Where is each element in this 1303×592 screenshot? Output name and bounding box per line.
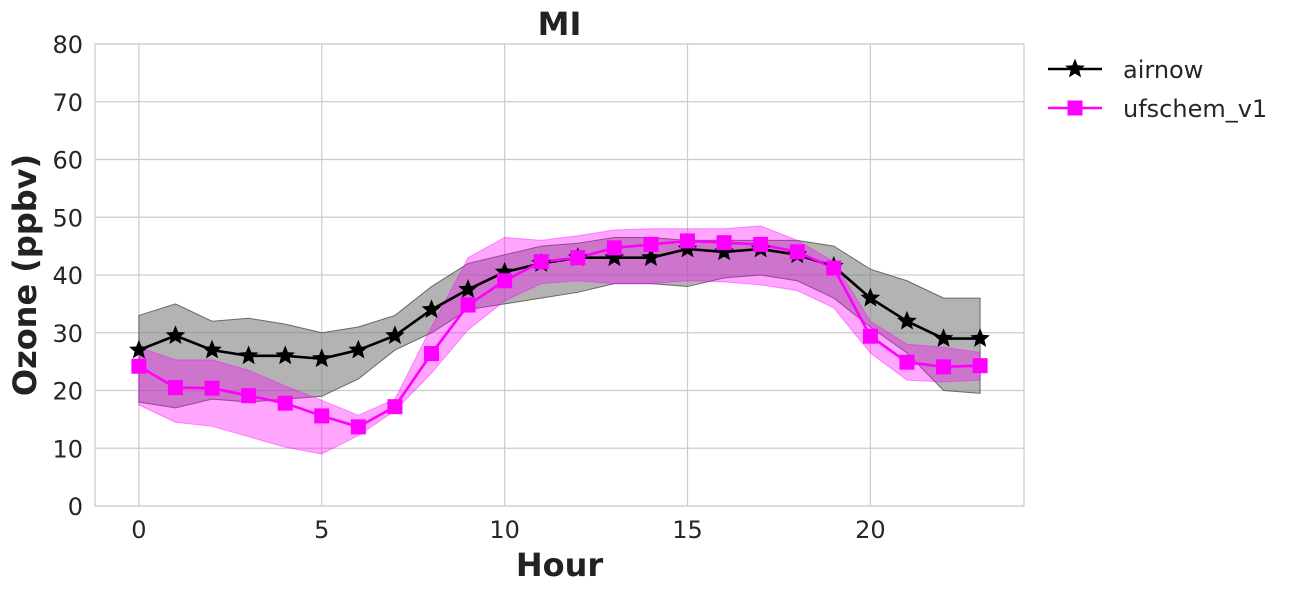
y-tick-label: 0 <box>68 493 83 521</box>
ufschem_v1-marker <box>899 354 915 370</box>
x-tick-label: 5 <box>314 516 329 544</box>
ufschem_v1-marker <box>753 236 769 252</box>
legend-ufschem_v1-label: ufschem_v1 <box>1123 95 1267 123</box>
airnow-marker <box>970 328 990 347</box>
y-tick-label: 60 <box>52 147 83 175</box>
x-tick-label: 20 <box>855 516 886 544</box>
airnow-marker <box>385 325 405 344</box>
ufschem_v1-marker <box>131 358 147 374</box>
y-tick-label: 40 <box>52 262 83 290</box>
airnow-marker <box>458 279 478 298</box>
airnow-marker <box>860 287 881 307</box>
ufschem_v1-marker <box>387 399 403 415</box>
tick-labels: 0 5 10 15 20 0 10 20 30 40 50 60 70 80 <box>52 31 885 544</box>
ufschem_v1-marker <box>680 233 696 249</box>
legend-ufschem_v1-marker <box>1067 100 1083 116</box>
airnow-marker <box>275 345 296 365</box>
airnow-marker <box>202 339 222 359</box>
ufschem_v1-marker <box>350 419 366 435</box>
ufschem_v1-marker <box>167 380 183 396</box>
ufschem_v1-marker <box>241 388 257 404</box>
ufschem_v1-marker <box>423 346 439 362</box>
ufschem_v1-marker <box>204 380 220 396</box>
ufschem_v1-marker <box>716 235 732 251</box>
ufschem_v1-marker <box>497 273 513 289</box>
airnow-marker <box>421 299 442 319</box>
legend: airnow ufschem_v1 <box>1048 56 1267 123</box>
airnow-marker <box>129 339 149 359</box>
legend-airnow-label: airnow <box>1123 56 1203 84</box>
y-tick-label: 70 <box>52 89 83 117</box>
airnow-marker <box>165 325 186 344</box>
legend-airnow-marker <box>1065 58 1085 78</box>
y-tick-label: 80 <box>52 31 83 59</box>
ufschem_v1-marker <box>862 328 878 344</box>
series-markers <box>129 233 990 435</box>
ufschem_v1-marker <box>277 395 293 411</box>
ufschem_v1-marker <box>533 254 549 270</box>
y-tick-label: 10 <box>52 435 83 463</box>
airnow-band <box>138 236 981 409</box>
ufschem_v1-marker <box>936 359 952 375</box>
y-axis-label: Ozone (ppbv) <box>6 154 44 396</box>
airnow-marker <box>641 247 661 267</box>
plot-frame <box>94 43 1025 507</box>
x-tick-label: 15 <box>672 516 703 544</box>
airnow-marker <box>933 328 954 347</box>
ufschem_v1-marker <box>606 240 622 256</box>
airnow-marker <box>897 310 917 330</box>
ufschem_v1-marker <box>643 236 659 252</box>
y-tick-label: 50 <box>52 204 83 232</box>
y-tick-label: 20 <box>52 378 83 406</box>
y-tick-label: 30 <box>52 320 83 348</box>
chart-title: MI <box>538 5 582 43</box>
ufschem_v1-marker <box>460 297 476 313</box>
airnow-marker <box>348 339 369 359</box>
x-tick-label: 0 <box>131 516 146 544</box>
ufschem_v1-marker <box>972 358 988 374</box>
x-axis-label: Hour <box>516 546 604 584</box>
airnow-marker <box>311 348 332 368</box>
ufschem_v1-marker <box>789 244 805 260</box>
ufschem_v1-marker <box>314 408 330 424</box>
airnow-marker <box>238 345 259 365</box>
ufschem_v1-marker <box>570 250 586 266</box>
ufschem_v1-marker <box>826 260 842 276</box>
x-tick-label: 10 <box>489 516 520 544</box>
